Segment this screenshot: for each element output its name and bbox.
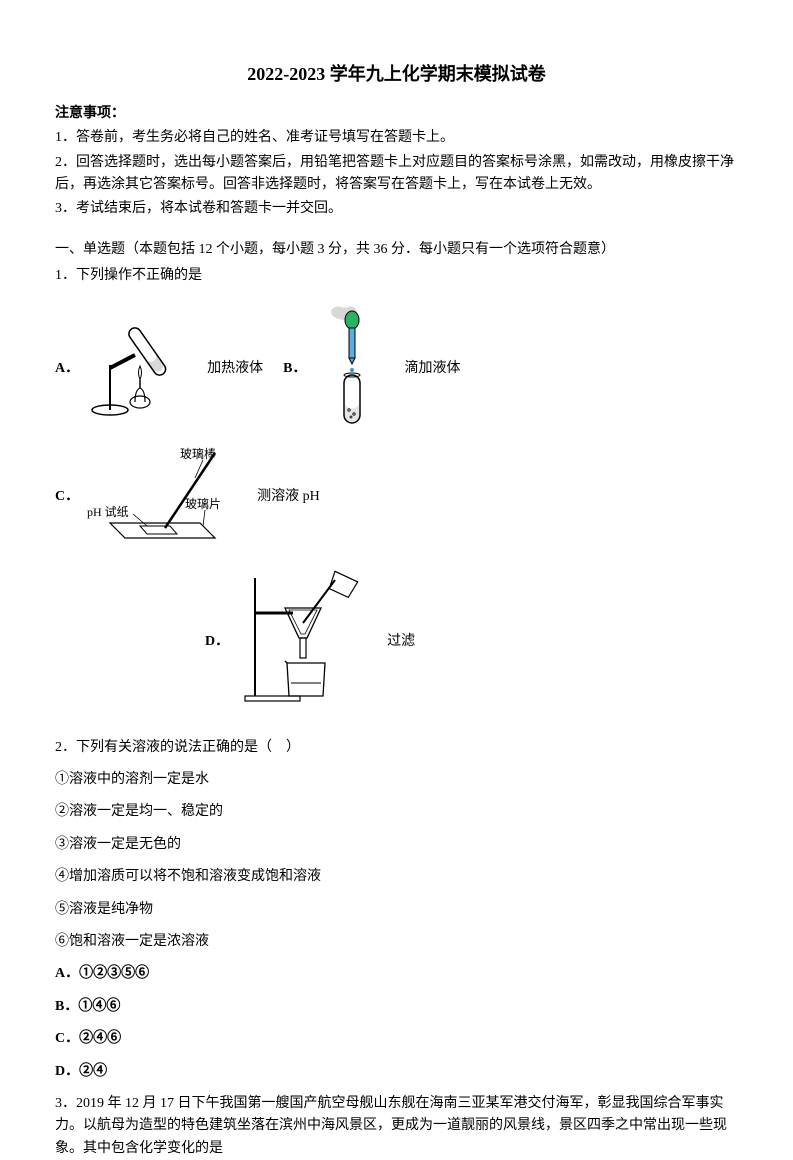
label-ph-paper: pH 试纸: [87, 504, 129, 519]
diagram-ph-test: 玻璃棒 pH 试纸 玻璃片: [85, 438, 245, 556]
option-text-b: 滴加液体: [404, 358, 460, 380]
option-label-c: C．: [55, 486, 79, 508]
q2-choice-d: D．②④: [55, 1061, 738, 1083]
diagram-filtration: [235, 568, 375, 716]
q1-option-d: D． 过滤: [205, 568, 738, 716]
option-text-a: 加热液体: [207, 358, 263, 380]
option-label-d: D．: [205, 631, 229, 653]
q1-option-c: C． 玻璃棒 pH 试纸 玻璃片 测溶液 pH: [55, 438, 320, 556]
notice-item-3: 3．考试结束后，将本试卷和答题卡一并交回。: [55, 198, 738, 220]
q2-statement-1: ①溶液中的溶剂一定是水: [55, 769, 738, 791]
q2-choice-b: B．①④⑥: [55, 996, 738, 1018]
notice-item-1: 1．答卷前，考生务必将自己的姓名、准考证号填写在答题卡上。: [55, 127, 738, 149]
q2-choice-c: C．②④⑥: [55, 1028, 738, 1050]
label-glass-rod: 玻璃棒: [180, 447, 216, 461]
diagram-heating-liquid: [85, 310, 195, 428]
q2-statement-6: ⑥饱和溶液一定是浓溶液: [55, 931, 738, 953]
option-label-b: B．: [283, 358, 306, 380]
q2-statement-2: ②溶液一定是均一、稳定的: [55, 801, 738, 823]
notice-header: 注意事项：: [55, 103, 738, 125]
option-text-d: 过滤: [387, 631, 415, 653]
q2-statement-4: ④增加溶质可以将不饱和溶液变成饱和溶液: [55, 866, 738, 888]
section-1-header: 一、单选题（本题包括 12 个小题，每小题 3 分，共 36 分．每小题只有一个…: [55, 239, 738, 261]
diagram-dropping-liquid: [312, 300, 392, 438]
q1-option-b: B． 滴加液体: [283, 300, 460, 438]
q2-statement-5: ⑤溶液是纯净物: [55, 899, 738, 921]
q2-choice-a: A．①②③⑤⑥: [55, 963, 738, 985]
label-glass-plate: 玻璃片: [185, 497, 221, 511]
q2-statement-3: ③溶液一定是无色的: [55, 834, 738, 856]
option-text-c: 测溶液 pH: [257, 486, 320, 508]
q3-stem: 3．2019 年 12 月 17 日下午我国第一艘国产航空母舰山东舰在海南三亚某…: [55, 1093, 738, 1160]
q2-stem: 2．下列有关溶液的说法正确的是（ ）: [55, 737, 738, 759]
option-label-a: A．: [55, 358, 79, 380]
page-title: 2022-2023 学年九上化学期末模拟试卷: [55, 60, 738, 89]
q1-option-a: A． 加热液体: [55, 310, 263, 428]
notice-item-2: 2．回答选择题时，选出每小题答案后，用铅笔把答题卡上对应题目的答案标号涂黑，如需…: [55, 152, 738, 197]
q1-stem: 1．下列操作不正确的是: [55, 265, 738, 287]
q1-options-row1: A． 加热液体 B．: [55, 300, 738, 557]
